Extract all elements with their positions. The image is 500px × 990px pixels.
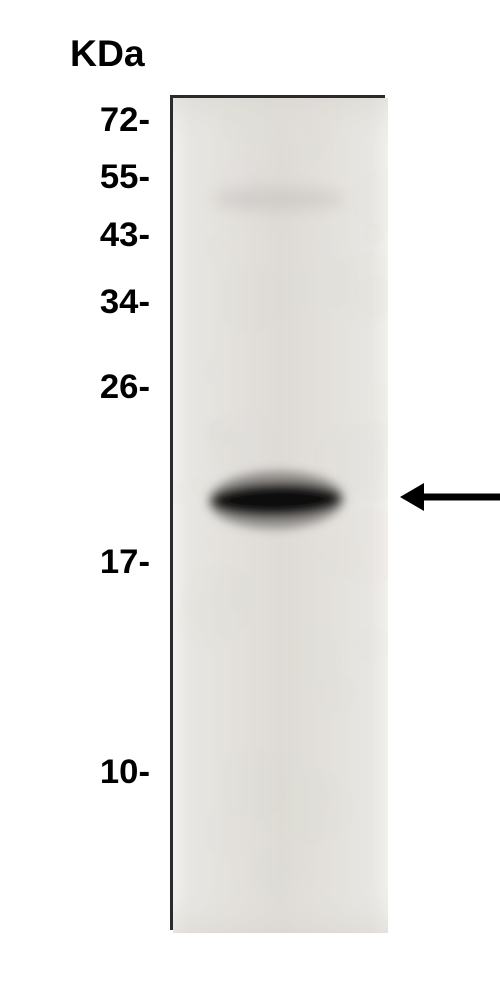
blot-lane: [170, 95, 385, 930]
target-band-arrow-icon: [400, 479, 500, 515]
mw-marker-43: 43-: [100, 216, 150, 255]
band-faint-upper-band: [208, 178, 348, 220]
mw-marker-17: 17-: [100, 543, 150, 582]
blot-membrane: [173, 98, 388, 933]
mw-marker-72: 72-: [100, 101, 150, 140]
mw-marker-34: 34-: [100, 283, 150, 322]
mw-marker-55: 55-: [100, 158, 150, 197]
kda-unit-label: KDa: [70, 32, 145, 75]
western-blot-figure: KDa 72- 55- 43- 34- 26- 17- 10-: [0, 0, 500, 990]
mw-marker-10: 10-: [100, 753, 150, 792]
mw-marker-26: 26-: [100, 368, 150, 407]
